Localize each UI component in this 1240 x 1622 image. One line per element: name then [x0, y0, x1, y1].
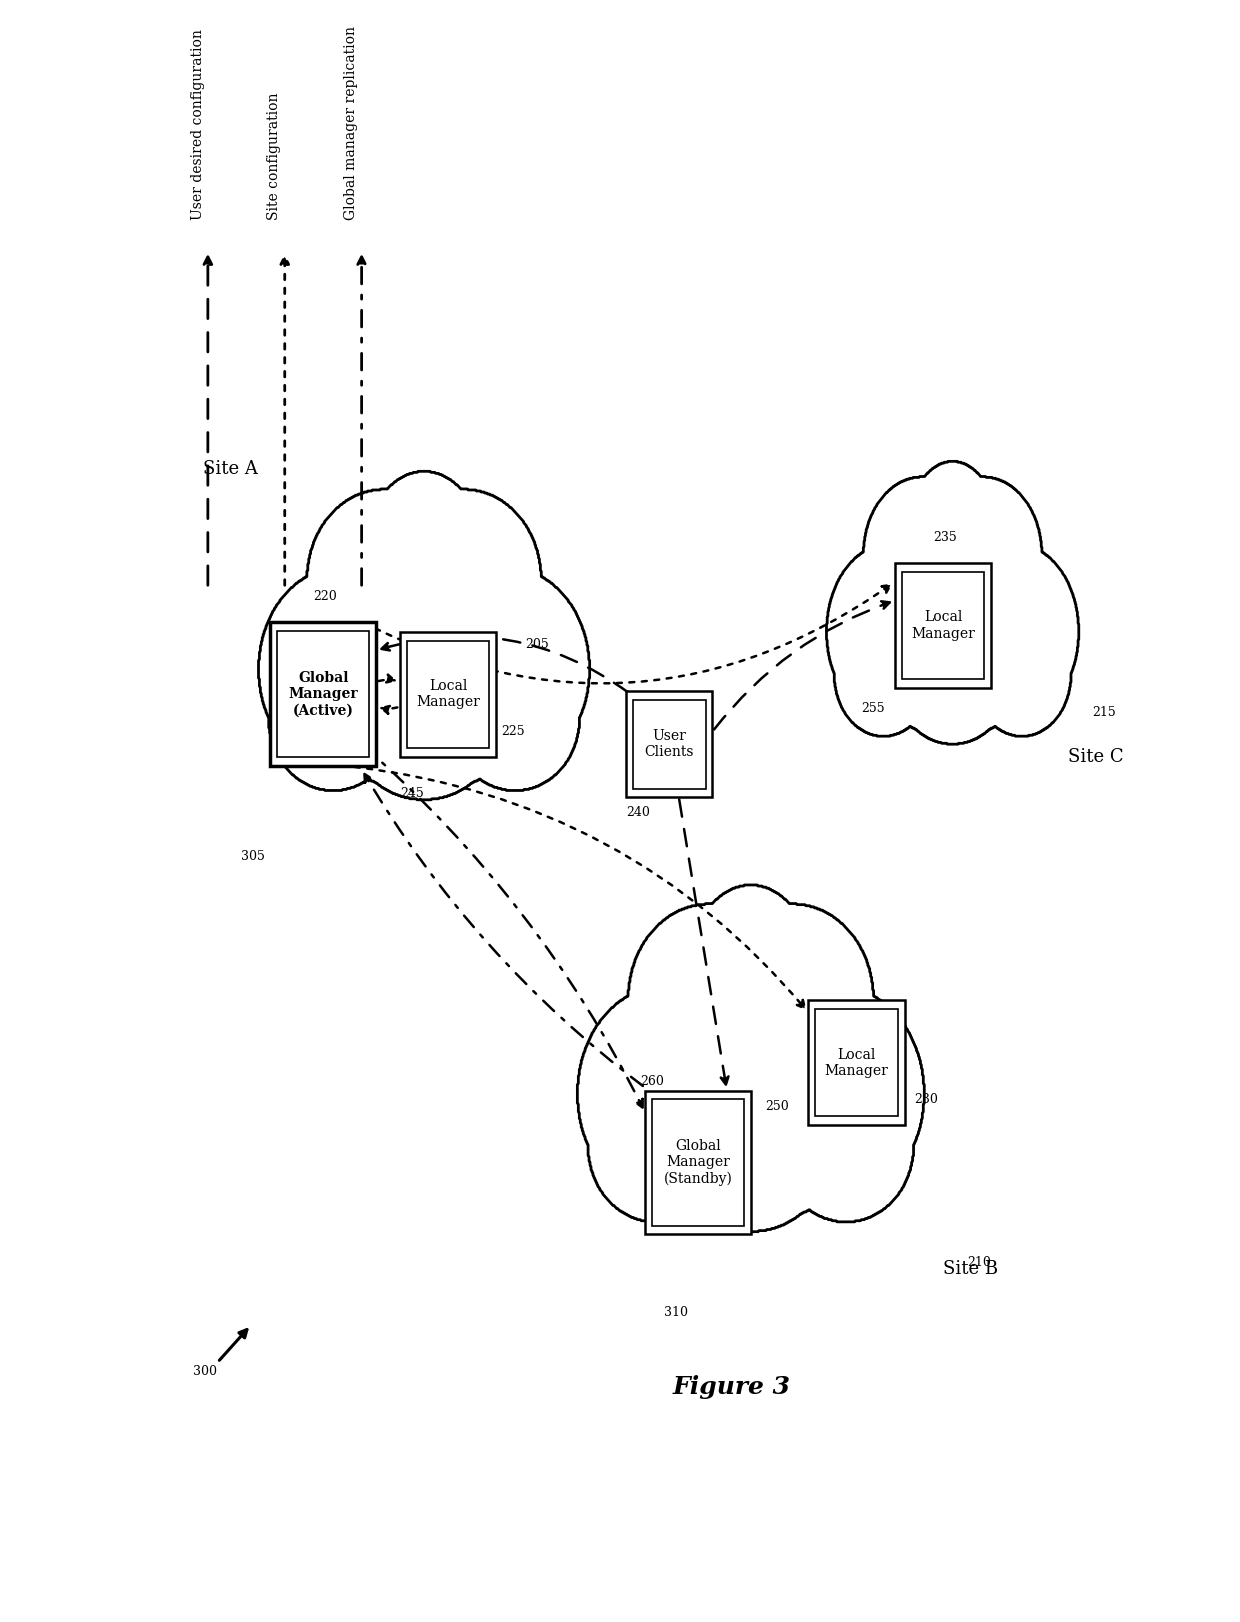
FancyBboxPatch shape: [652, 1100, 744, 1226]
FancyBboxPatch shape: [401, 633, 496, 757]
Text: Site C: Site C: [1068, 748, 1123, 766]
FancyBboxPatch shape: [407, 641, 490, 748]
Text: 205: 205: [525, 637, 549, 650]
FancyBboxPatch shape: [632, 699, 706, 788]
Text: Site B: Site B: [942, 1260, 998, 1278]
Text: 300: 300: [193, 1364, 217, 1377]
FancyBboxPatch shape: [808, 1001, 904, 1126]
Text: Local
Manager: Local Manager: [911, 610, 975, 641]
Text: 210: 210: [967, 1255, 991, 1268]
Text: Global manager replication: Global manager replication: [345, 26, 358, 219]
Text: 310: 310: [665, 1306, 688, 1319]
Text: 245: 245: [401, 787, 424, 800]
Text: Site A: Site A: [203, 461, 258, 478]
Text: 250: 250: [765, 1100, 789, 1113]
Text: 235: 235: [934, 532, 957, 545]
Text: User desired configuration: User desired configuration: [191, 29, 205, 219]
FancyBboxPatch shape: [270, 623, 376, 766]
FancyBboxPatch shape: [277, 631, 370, 757]
Text: Site configuration: Site configuration: [268, 92, 281, 219]
Text: 220: 220: [314, 590, 337, 603]
Text: Global
Manager
(Standby): Global Manager (Standby): [663, 1139, 733, 1186]
Text: Global
Manager
(Active): Global Manager (Active): [289, 672, 358, 717]
Text: 305: 305: [242, 850, 265, 863]
Text: 255: 255: [862, 702, 885, 715]
FancyBboxPatch shape: [901, 573, 985, 680]
Text: Local
Manager: Local Manager: [417, 680, 480, 709]
FancyBboxPatch shape: [815, 1009, 898, 1116]
FancyBboxPatch shape: [645, 1090, 750, 1234]
FancyBboxPatch shape: [895, 563, 991, 688]
Text: 215: 215: [1092, 706, 1116, 719]
Text: 230: 230: [914, 1093, 939, 1106]
Text: 240: 240: [626, 806, 650, 819]
Text: 260: 260: [640, 1075, 665, 1088]
Text: 225: 225: [501, 725, 525, 738]
FancyBboxPatch shape: [626, 691, 713, 798]
Text: Figure 3: Figure 3: [672, 1375, 791, 1400]
Text: User
Clients: User Clients: [645, 728, 694, 759]
Text: Local
Manager: Local Manager: [825, 1048, 889, 1077]
